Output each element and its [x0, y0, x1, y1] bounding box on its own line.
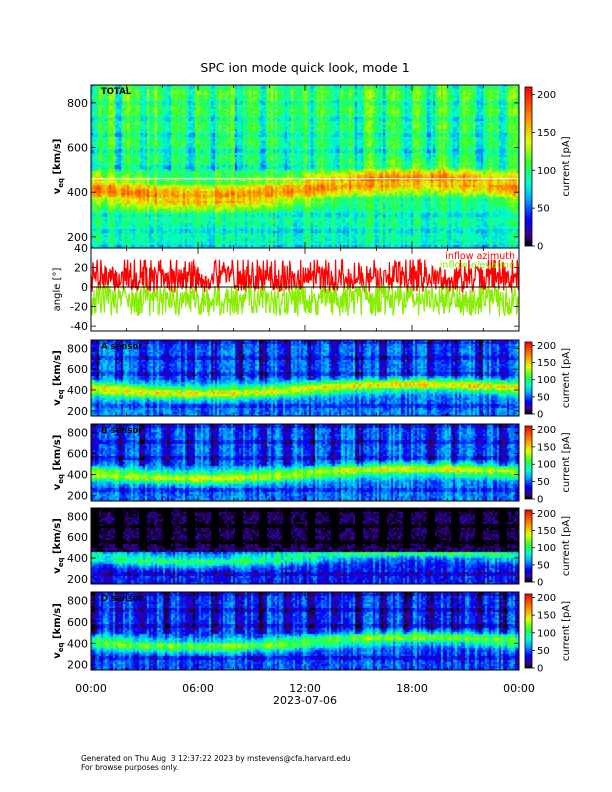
- y-tick-label: 40: [74, 242, 88, 255]
- x-tick-label: 06:00: [182, 682, 214, 695]
- y-tick-label: 600: [67, 616, 88, 629]
- panel-label: D sensor: [101, 594, 144, 604]
- panel-5: C sensor 0 50 100 150 200 current [pA] veq [km/…: [52, 507, 572, 589]
- colorbar-tick-label: 200: [537, 341, 556, 352]
- panel-label: C sensor: [101, 510, 143, 520]
- colorbar-tick-label: 0: [537, 495, 543, 506]
- legend-entry: inflow azimuth: [445, 251, 515, 262]
- spectrogram-image: [91, 424, 519, 501]
- time-axis: 00:00 06:00 12:00 18:00 00:00 2023-07-06: [75, 682, 535, 707]
- panel-label: A sensor: [101, 342, 143, 352]
- y-axis-label: veq [km/s]: [52, 435, 65, 491]
- y-tick-label: -20: [70, 301, 88, 314]
- colorbar-label: current [pA]: [561, 136, 572, 196]
- colorbar-tick-label: 150: [537, 611, 556, 622]
- footer-browse-note: For browse purposes only.: [81, 763, 179, 772]
- colorbar-tick-label: 150: [537, 128, 556, 139]
- legend-entry: inflow elevation: [440, 260, 515, 271]
- colorbar: [524, 425, 533, 500]
- spectrogram-image: [91, 85, 519, 248]
- colorbar-tick-label: 0: [537, 578, 543, 589]
- colorbar-label: current [pA]: [561, 516, 572, 576]
- colorbar-tick-label: 50: [537, 560, 550, 571]
- spectrogram-image: [91, 340, 519, 416]
- y-tick-label: 200: [67, 659, 88, 672]
- footer: Generated on Thu Aug 3 12:37:22 2023 by …: [81, 754, 350, 772]
- y-tick-label: 400: [67, 637, 88, 650]
- colorbar-tick-label: 50: [537, 392, 550, 403]
- colorbar-tick-label: 50: [537, 204, 550, 215]
- y-tick-label: 400: [67, 186, 88, 199]
- panel-label: TOTAL: [101, 87, 132, 97]
- y-tick-label: 200: [67, 490, 88, 503]
- y-tick-label: 800: [67, 342, 88, 355]
- y-tick-label: 400: [67, 469, 88, 482]
- colorbar-tick-label: 0: [537, 664, 543, 675]
- colorbar-tick-label: 100: [537, 166, 556, 177]
- y-tick-label: 600: [67, 531, 88, 544]
- y-tick-label: 600: [67, 448, 88, 461]
- colorbar-tick-label: 200: [537, 593, 556, 604]
- y-axis-label: veq [km/s]: [52, 603, 65, 659]
- panel-label: B sensor: [101, 426, 143, 436]
- colorbar-tick-label: 100: [537, 375, 556, 386]
- x-tick-label: 00:00: [75, 682, 107, 695]
- panel-3: A sensor 0 50 100 150 200 current [pA] veq [km/…: [52, 339, 572, 421]
- colorbar-tick-label: 100: [537, 460, 556, 471]
- colorbar-tick-label: 200: [537, 90, 556, 101]
- colorbar-tick-label: 200: [537, 509, 556, 520]
- colorbar-label: current [pA]: [561, 348, 572, 408]
- x-tick-label: 00:00: [503, 682, 535, 695]
- colorbar: [524, 593, 533, 669]
- y-tick-label: 800: [67, 97, 88, 110]
- y-tick-label: 0: [81, 281, 88, 294]
- y-tick-label: 800: [67, 426, 88, 439]
- panel-6: D sensor 0 50 100 150 200 current [pA] veq [km/…: [52, 591, 572, 675]
- colorbar-tick-label: 0: [537, 410, 543, 421]
- y-tick-label: 600: [67, 363, 88, 376]
- panel-1: TOTAL 0 50 100 150 200 current [pA] veq [km/s] 2…: [52, 84, 572, 253]
- colorbar-tick-label: 150: [537, 526, 556, 537]
- colorbar-tick-label: 50: [537, 477, 550, 488]
- series-inflow-elevation: [90, 283, 519, 317]
- y-axis-label: veq [km/s]: [52, 139, 65, 195]
- y-tick-label: 200: [67, 231, 88, 244]
- colorbar-tick-label: 100: [537, 543, 556, 554]
- colorbar: [524, 86, 533, 247]
- spectrogram-image: [91, 508, 519, 584]
- footer-generated: Generated on Thu Aug 3 12:37:22 2023 by …: [81, 754, 351, 763]
- y-tick-label: 400: [67, 552, 88, 565]
- x-tick-label: 18:00: [396, 682, 428, 695]
- x-tick-label: 12:00: [289, 682, 321, 695]
- y-tick-label: -40: [70, 320, 88, 333]
- y-axis-label: veq [km/s]: [52, 518, 65, 574]
- y-tick-label: 800: [67, 595, 88, 608]
- page-title: SPC ion mode quick look, mode 1: [200, 60, 409, 75]
- colorbar-tick-label: 150: [537, 442, 556, 453]
- colorbar-tick-label: 50: [537, 646, 550, 657]
- y-tick-label: 600: [67, 142, 88, 155]
- colorbar-tick-label: 150: [537, 358, 556, 369]
- date-label: 2023-07-06: [273, 694, 337, 707]
- y-tick-label: 20: [74, 262, 88, 275]
- colorbar-tick-label: 100: [537, 628, 556, 639]
- y-tick-label: 800: [67, 510, 88, 523]
- series-inflow-azimuth: [90, 258, 519, 295]
- colorbar: [524, 341, 533, 415]
- y-tick-label: 200: [67, 573, 88, 586]
- y-tick-label: 400: [67, 384, 88, 397]
- colorbar-tick-label: 200: [537, 425, 556, 436]
- colorbar-tick-label: 0: [537, 242, 543, 253]
- colorbar-label: current [pA]: [561, 601, 572, 661]
- y-axis-label: angle [°]: [52, 268, 63, 312]
- colorbar-label: current [pA]: [561, 432, 572, 492]
- y-axis-label: veq [km/s]: [52, 350, 65, 406]
- spectrogram-image: [91, 592, 519, 670]
- colorbar: [524, 509, 533, 583]
- y-tick-label: 200: [67, 405, 88, 418]
- panel-4: B sensor 0 50 100 150 200 current [pA] veq [km/…: [52, 423, 572, 506]
